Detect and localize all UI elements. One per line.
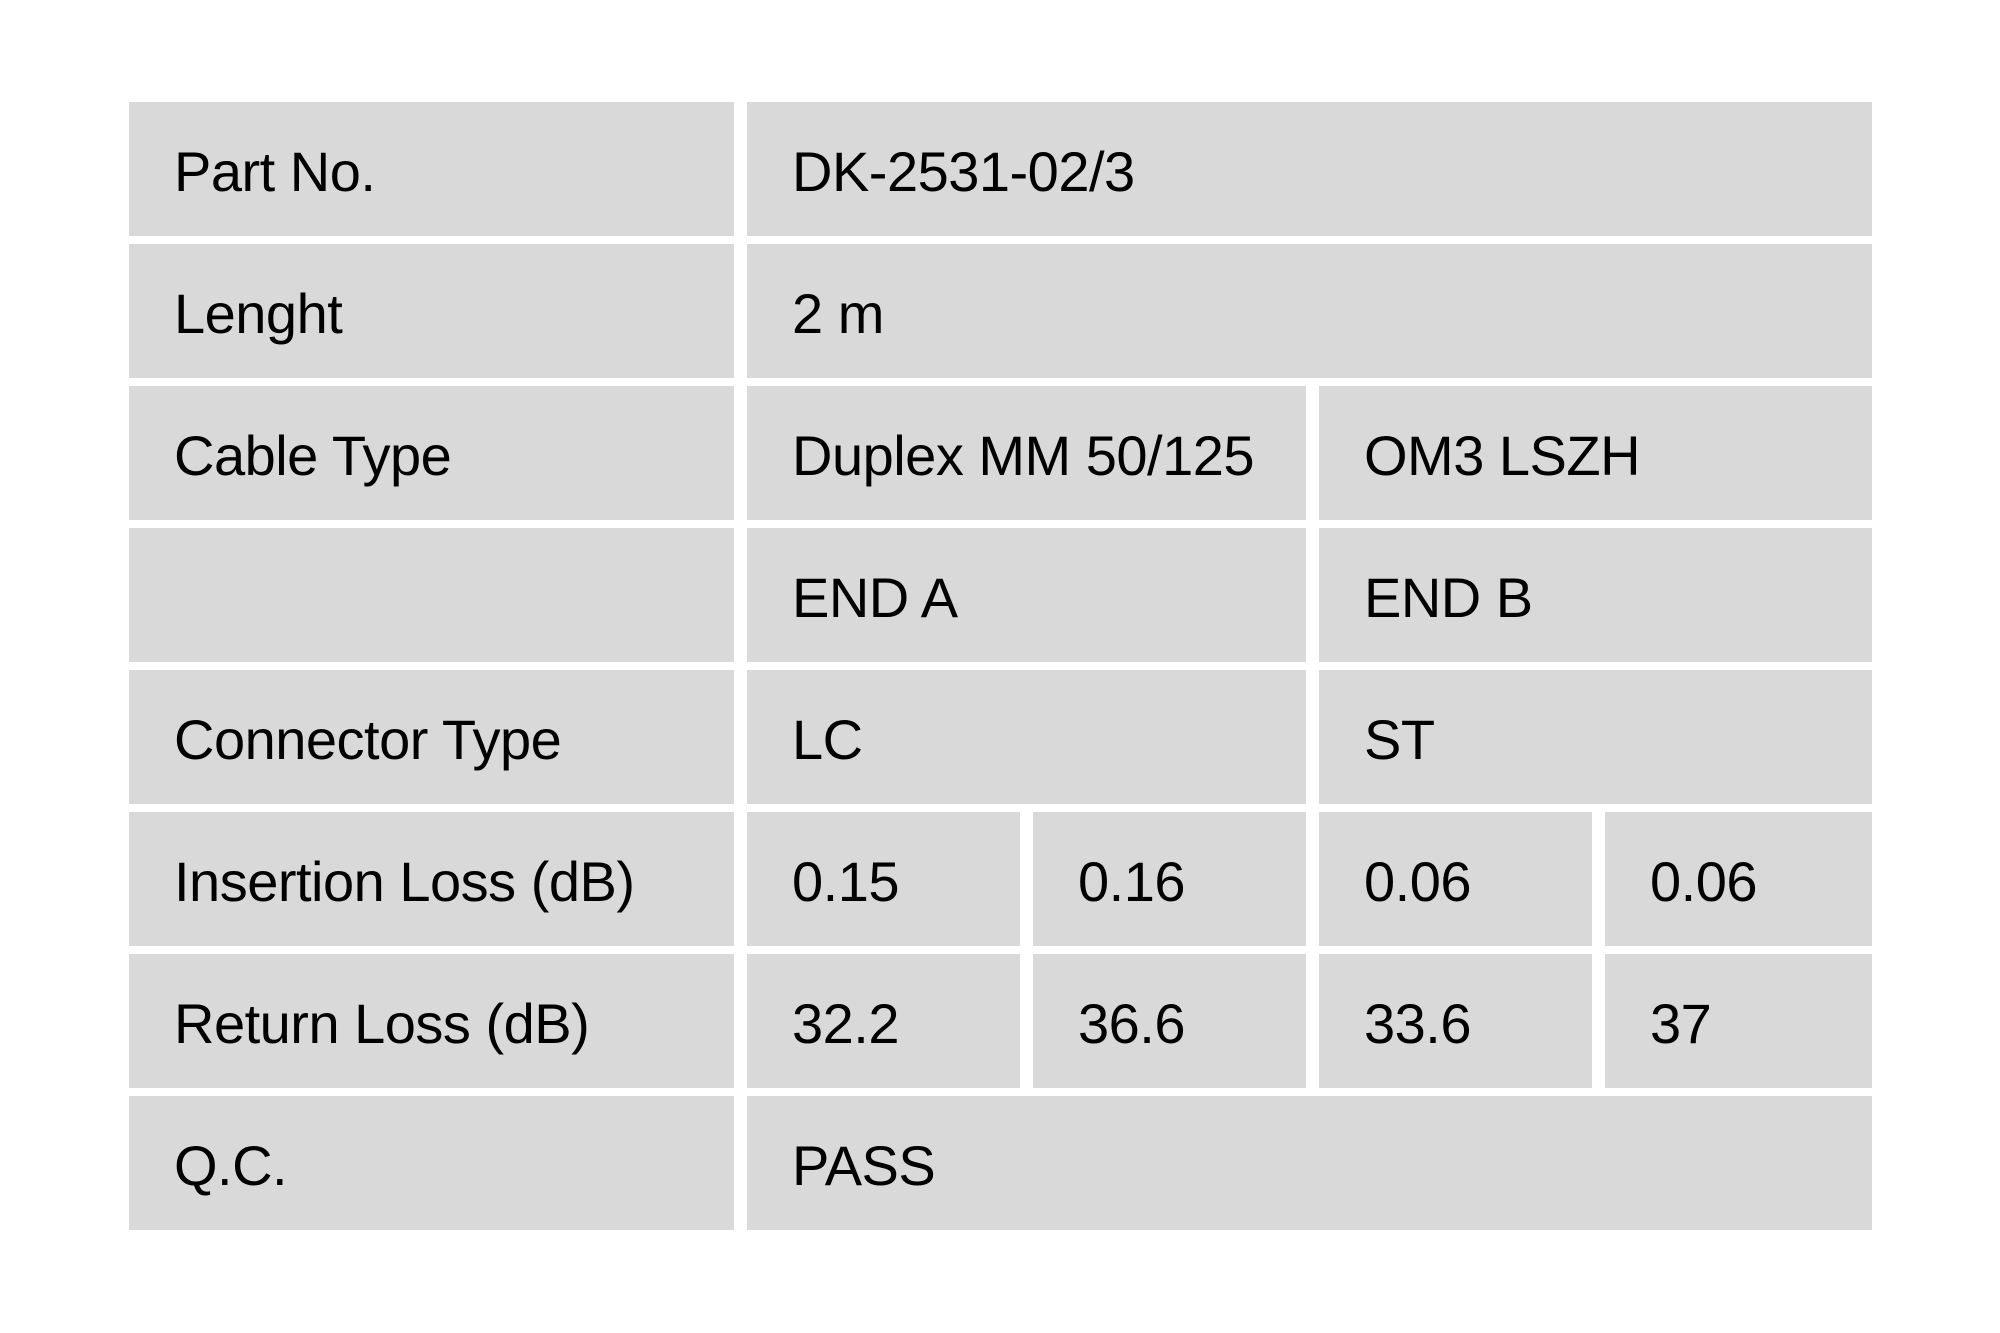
length-value-cell: 2 m [747, 244, 1872, 378]
insertion-loss-end-b-fiber1: 0.06 [1364, 850, 1472, 913]
return-loss-end-b-fiber1-cell: 33.6 [1319, 954, 1592, 1088]
return-loss-end-a-fiber2: 36.6 [1078, 992, 1186, 1055]
end-a-header: END A [792, 566, 958, 629]
return-loss-label-cell: Return Loss (dB) [129, 954, 734, 1088]
return-loss-end-a-fiber1: 32.2 [792, 992, 900, 1055]
connector-type-end-a-cell: LC [747, 670, 1306, 804]
cable-type-label: Cable Type [174, 424, 452, 487]
connector-type-end-b-cell: ST [1319, 670, 1872, 804]
return-loss-label: Return Loss (dB) [174, 992, 590, 1055]
return-loss-end-b-fiber1: 33.6 [1364, 992, 1472, 1055]
connector-type-end-b: ST [1364, 708, 1435, 771]
part-no-value: DK-2531-02/3 [792, 140, 1135, 203]
return-loss-end-b-fiber2-cell: 37 [1605, 954, 1872, 1088]
length-label: Lenght [174, 282, 343, 345]
end-b-header-cell: END B [1319, 528, 1872, 662]
cable-type-value-a: Duplex MM 50/125 [792, 424, 1255, 487]
end-b-header: END B [1364, 566, 1533, 629]
cable-type-value-b-cell: OM3 LSZH [1319, 386, 1872, 520]
cable-type-label-cell: Cable Type [129, 386, 734, 520]
part-no-value-cell: DK-2531-02/3 [747, 102, 1872, 236]
connector-type-label-cell: Connector Type [129, 670, 734, 804]
insertion-loss-end-a-fiber1-cell: 0.15 [747, 812, 1020, 946]
insertion-loss-end-b-fiber1-cell: 0.06 [1319, 812, 1592, 946]
cable-type-value-a-cell: Duplex MM 50/125 [747, 386, 1306, 520]
connector-type-end-a: LC [792, 708, 863, 771]
part-no-label-cell: Part No. [129, 102, 734, 236]
insertion-loss-end-b-fiber2-cell: 0.06 [1605, 812, 1872, 946]
spec-table: Part No. DK-2531-02/3 Lenght 2 m Cable T… [129, 102, 1872, 1230]
insertion-loss-label: Insertion Loss (dB) [174, 850, 635, 913]
qc-value: PASS [792, 1134, 936, 1197]
insertion-loss-end-b-fiber2: 0.06 [1650, 850, 1758, 913]
return-loss-end-b-fiber2: 37 [1650, 992, 1712, 1055]
qc-value-cell: PASS [747, 1096, 1872, 1230]
length-label-cell: Lenght [129, 244, 734, 378]
insertion-loss-end-a-fiber2-cell: 0.16 [1033, 812, 1306, 946]
insertion-loss-label-cell: Insertion Loss (dB) [129, 812, 734, 946]
insertion-loss-end-a-fiber2: 0.16 [1078, 850, 1186, 913]
cable-type-value-b: OM3 LSZH [1364, 424, 1641, 487]
connector-type-label: Connector Type [174, 708, 562, 771]
qc-label-cell: Q.C. [129, 1096, 734, 1230]
part-no-label: Part No. [174, 140, 376, 203]
length-value: 2 m [792, 282, 884, 345]
return-loss-end-a-fiber1-cell: 32.2 [747, 954, 1020, 1088]
qc-label: Q.C. [174, 1134, 288, 1197]
end-header-empty-cell [129, 528, 734, 662]
end-a-header-cell: END A [747, 528, 1306, 662]
return-loss-end-a-fiber2-cell: 36.6 [1033, 954, 1306, 1088]
insertion-loss-end-a-fiber1: 0.15 [792, 850, 900, 913]
